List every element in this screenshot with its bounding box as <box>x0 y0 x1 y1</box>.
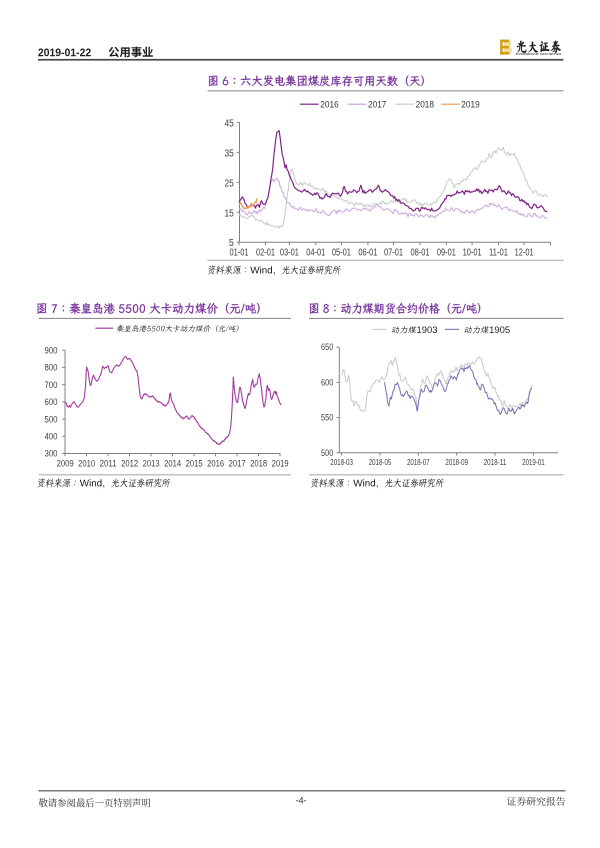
svg-text:45: 45 <box>225 118 235 129</box>
svg-text:2012: 2012 <box>121 459 138 470</box>
svg-text:600: 600 <box>321 377 333 387</box>
svg-text:2010: 2010 <box>78 459 95 470</box>
svg-text:500: 500 <box>45 414 58 425</box>
svg-text:02-01: 02-01 <box>256 248 275 259</box>
svg-text:12-01: 12-01 <box>515 248 534 259</box>
svg-text:2018-09: 2018-09 <box>445 457 468 467</box>
svg-text:300: 300 <box>45 449 58 460</box>
svg-text:800: 800 <box>45 363 58 374</box>
svg-text:2016: 2016 <box>207 459 224 470</box>
svg-text:04-01: 04-01 <box>306 248 325 259</box>
svg-text:650: 650 <box>321 342 333 352</box>
svg-text:2018-03: 2018-03 <box>330 457 353 467</box>
svg-text:400: 400 <box>45 432 58 443</box>
svg-text:500: 500 <box>321 448 333 458</box>
svg-text:2018-11: 2018-11 <box>484 457 507 467</box>
svg-text:600: 600 <box>45 397 58 408</box>
svg-text:-4-: -4- <box>296 795 307 805</box>
svg-text:2014: 2014 <box>164 459 181 470</box>
svg-text:2018: 2018 <box>416 100 434 110</box>
svg-text:EVERBRIGHT SECURITIES: EVERBRIGHT SECURITIES <box>516 52 562 56</box>
svg-text:2018-05: 2018-05 <box>369 457 392 467</box>
svg-text:25: 25 <box>225 178 235 189</box>
svg-text:08-01: 08-01 <box>411 248 430 259</box>
svg-text:2015: 2015 <box>186 459 203 470</box>
svg-text:700: 700 <box>45 380 58 391</box>
svg-text:09-01: 09-01 <box>437 248 456 259</box>
svg-text:1903: 1903 <box>417 325 438 335</box>
svg-text:2013: 2013 <box>143 459 160 470</box>
svg-text:2019: 2019 <box>272 459 289 470</box>
svg-text:35: 35 <box>225 148 235 159</box>
svg-text:1905: 1905 <box>489 325 510 335</box>
svg-text:15: 15 <box>225 208 235 219</box>
svg-text:2019: 2019 <box>461 100 479 110</box>
svg-text:900: 900 <box>45 345 58 356</box>
svg-text:10-01: 10-01 <box>463 248 482 259</box>
svg-text:2019-01: 2019-01 <box>522 457 545 467</box>
svg-text:06-01: 06-01 <box>358 248 377 259</box>
svg-text:03-01: 03-01 <box>280 248 299 259</box>
svg-text:2016: 2016 <box>320 100 338 110</box>
svg-text:07-01: 07-01 <box>384 248 403 259</box>
svg-text:2018-07: 2018-07 <box>407 457 430 467</box>
svg-text:01-01: 01-01 <box>230 248 249 259</box>
svg-text:2018: 2018 <box>250 459 267 470</box>
svg-text:11-01: 11-01 <box>489 248 508 259</box>
svg-text:2017: 2017 <box>368 100 386 110</box>
svg-text:2017: 2017 <box>229 459 246 470</box>
svg-text:2009: 2009 <box>57 459 74 470</box>
svg-text:2011: 2011 <box>100 459 117 470</box>
svg-text:5: 5 <box>229 238 234 249</box>
svg-text:550: 550 <box>321 413 333 423</box>
svg-text:05-01: 05-01 <box>332 248 351 259</box>
